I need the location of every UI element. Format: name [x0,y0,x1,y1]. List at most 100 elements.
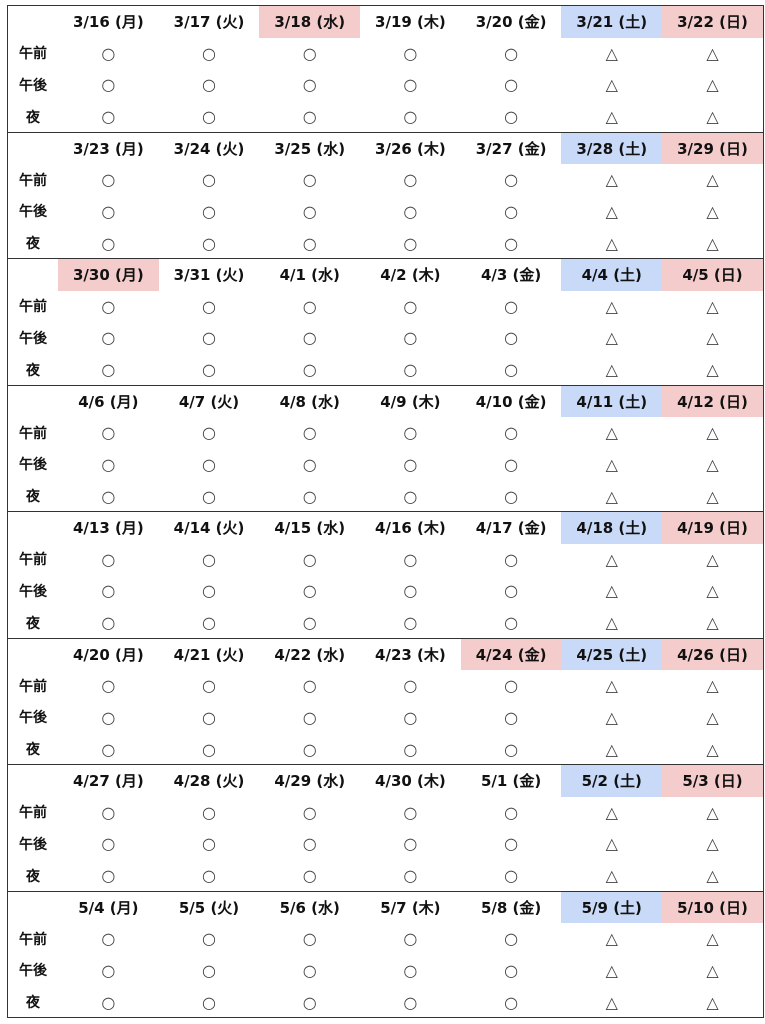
triangle-mark-icon: △ [706,170,719,190]
availability-cell: ○ [259,860,360,892]
circle-mark-icon: ○ [504,170,519,190]
availability-cell: ○ [360,955,461,987]
circle-mark-icon: ○ [403,739,418,759]
triangle-mark-icon: △ [605,328,618,348]
availability-cell: ○ [159,164,260,196]
availability-cell: △ [561,417,662,449]
circle-mark-icon: ○ [302,360,317,380]
date-header-cell: 4/1 (水) [279,266,340,285]
availability-cell: △ [561,575,662,607]
circle-mark-icon: ○ [403,454,418,474]
date-header-cell: 4/23 (木) [375,645,446,664]
time-slot-row: 午後 ○ ○ ○ ○ ○ △ △ [8,828,763,860]
availability-cell: ○ [159,860,260,892]
time-slot-label: 午後 [19,77,47,94]
time-slot-row: 午後 ○ ○ ○ ○ ○ △ △ [8,702,763,734]
availability-cell: ○ [58,291,159,323]
triangle-mark-icon: △ [605,75,618,95]
time-slot-label: 午後 [19,963,47,980]
triangle-mark-icon: △ [605,549,618,569]
date-header-cell: 4/10 (金) [475,392,547,411]
time-slot-label: 午後 [19,457,47,474]
circle-mark-icon: ○ [403,328,418,348]
availability-cell: ○ [360,322,461,354]
availability-cell: △ [662,164,763,196]
header-blank-cell [8,892,58,924]
circle-mark-icon: ○ [504,75,519,95]
date-header-cell: 3/31 (火) [173,266,245,285]
circle-mark-icon: ○ [202,676,217,696]
availability-cell: ○ [58,607,159,639]
time-slot-row: 午後 ○ ○ ○ ○ ○ △ △ [8,955,763,987]
availability-cell: ○ [360,860,461,892]
date-header-cell: 4/14 (火) [173,519,245,538]
availability-cell: △ [662,38,763,70]
availability-cell: ○ [360,575,461,607]
circle-mark-icon: ○ [202,929,217,949]
circle-mark-icon: ○ [504,201,519,221]
header-blank-cell [8,386,58,418]
availability-cell: ○ [360,733,461,765]
circle-mark-icon: ○ [101,834,116,854]
availability-cell: ○ [259,607,360,639]
triangle-mark-icon: △ [605,360,618,380]
date-header-row: 4/20 (月) 4/21 (火) 4/22 (水) 4/23 (木) 4/24 (金)… [8,638,763,671]
availability-cell: △ [561,449,662,481]
circle-mark-icon: ○ [504,486,519,506]
availability-cell: ○ [360,544,461,576]
circle-mark-icon: ○ [101,486,116,506]
circle-mark-icon: ○ [302,707,317,727]
date-header-cell: 4/17 (金) [475,519,547,538]
circle-mark-icon: ○ [302,170,317,190]
time-slot-row: 午前 ○ ○ ○ ○ ○ △ △ [8,923,763,955]
circle-mark-icon: ○ [302,834,317,854]
availability-cell: ○ [159,322,260,354]
triangle-mark-icon: △ [706,613,719,633]
time-slot-label: 午前 [19,678,47,695]
triangle-mark-icon: △ [605,107,618,127]
triangle-mark-icon: △ [706,360,719,380]
circle-mark-icon: ○ [202,423,217,443]
availability-cell: ○ [58,544,159,576]
time-slot-row: 午後 ○ ○ ○ ○ ○ △ △ [8,196,763,228]
date-header-cell: 4/20 (月) [72,645,144,664]
week-block: 3/23 (月) 3/24 (火) 3/25 (水) 3/26 (木) 3/27 (金)… [8,132,763,259]
circle-mark-icon: ○ [101,613,116,633]
availability-cell: △ [561,828,662,860]
availability-cell: ○ [461,196,562,228]
time-slot-label: 午前 [19,172,47,189]
availability-cell: ○ [58,575,159,607]
date-header-cell: 3/26 (木) [375,139,446,158]
week-block: 4/13 (月) 4/14 (火) 4/15 (水) 4/16 (木) 4/17 (金)… [8,512,763,639]
circle-mark-icon: ○ [202,739,217,759]
availability-cell: △ [662,733,763,765]
availability-cell: ○ [159,797,260,829]
circle-mark-icon: ○ [504,960,519,980]
availability-cell: ○ [360,828,461,860]
circle-mark-icon: ○ [101,676,116,696]
availability-cell: ○ [461,733,562,765]
circle-mark-icon: ○ [302,486,317,506]
availability-cell: ○ [461,480,562,512]
schedule-table: 3/16 (月) 3/17 (火) 3/18 (水) 3/19 (木) 3/20 (金)… [7,5,764,1018]
availability-cell: △ [561,227,662,259]
circle-mark-icon: ○ [302,581,317,601]
availability-cell: ○ [360,670,461,702]
date-header-cell: 4/19 (日) [662,512,763,544]
circle-mark-icon: ○ [403,549,418,569]
availability-cell: △ [561,69,662,101]
availability-cell: ○ [58,322,159,354]
availability-cell: ○ [58,417,159,449]
availability-cell: ○ [360,417,461,449]
availability-cell: ○ [461,986,562,1018]
availability-cell: △ [662,544,763,576]
date-header-cell: 5/10 (日) [662,891,763,924]
availability-cell: ○ [461,955,562,987]
triangle-mark-icon: △ [605,834,618,854]
time-slot-row: 夜 ○ ○ ○ ○ ○ △ △ [8,986,763,1018]
availability-cell: △ [662,797,763,829]
circle-mark-icon: ○ [202,613,217,633]
circle-mark-icon: ○ [302,201,317,221]
availability-cell: △ [662,828,763,860]
availability-cell: △ [561,702,662,734]
